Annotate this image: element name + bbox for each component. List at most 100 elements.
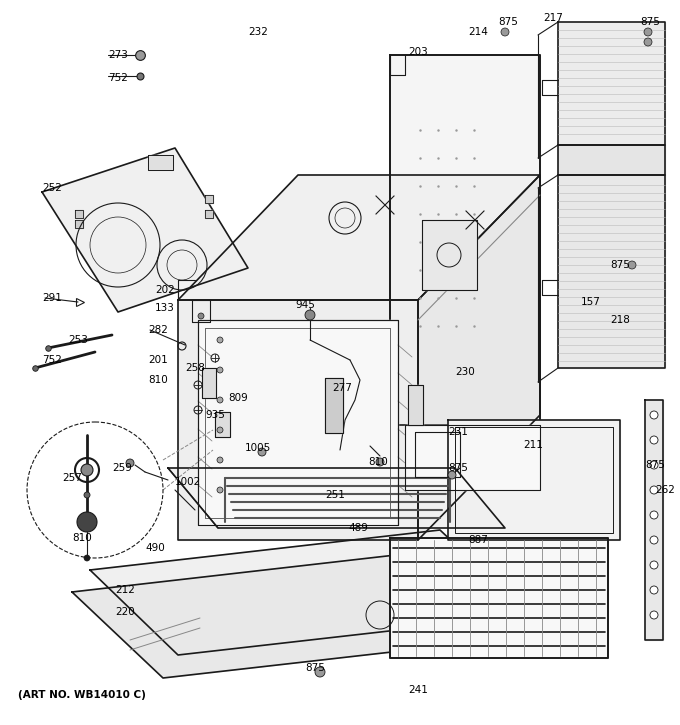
Circle shape [217, 337, 223, 343]
Circle shape [217, 397, 223, 403]
Polygon shape [448, 420, 620, 540]
Text: 887: 887 [468, 535, 488, 545]
Text: (ART NO. WB14010 C): (ART NO. WB14010 C) [18, 690, 146, 700]
Polygon shape [558, 22, 665, 145]
Text: 262: 262 [655, 485, 675, 495]
Text: 875: 875 [305, 663, 325, 673]
Text: 217: 217 [543, 13, 563, 23]
Polygon shape [405, 425, 540, 490]
Circle shape [315, 667, 325, 677]
Text: 752: 752 [108, 73, 128, 83]
Text: 875: 875 [610, 260, 630, 270]
Text: 252: 252 [42, 183, 62, 193]
Circle shape [376, 458, 384, 466]
Circle shape [628, 261, 636, 269]
Text: 257: 257 [62, 473, 82, 483]
Polygon shape [42, 148, 248, 312]
Circle shape [126, 459, 134, 467]
Text: 231: 231 [448, 427, 468, 437]
Polygon shape [90, 530, 530, 655]
Text: 157: 157 [581, 297, 601, 307]
Circle shape [650, 411, 658, 419]
Circle shape [650, 486, 658, 494]
Polygon shape [645, 400, 663, 640]
Circle shape [650, 436, 658, 444]
Polygon shape [205, 195, 213, 203]
Text: 875: 875 [448, 463, 468, 473]
Polygon shape [178, 175, 540, 300]
Circle shape [448, 471, 456, 479]
Polygon shape [178, 300, 418, 540]
Polygon shape [75, 210, 83, 218]
Circle shape [258, 448, 266, 456]
Text: 212: 212 [115, 585, 135, 595]
Text: 490: 490 [145, 543, 165, 553]
Circle shape [305, 310, 315, 320]
Text: 201: 201 [148, 355, 168, 365]
Text: 258: 258 [185, 363, 205, 373]
Circle shape [217, 457, 223, 463]
Circle shape [650, 536, 658, 544]
Polygon shape [75, 220, 83, 228]
Text: 251: 251 [325, 490, 345, 500]
Text: 935: 935 [205, 410, 225, 420]
Circle shape [650, 461, 658, 469]
Circle shape [644, 28, 652, 36]
Text: 259: 259 [112, 463, 132, 473]
Text: 489: 489 [348, 523, 368, 533]
Text: 214: 214 [468, 27, 488, 37]
Text: 218: 218 [610, 315, 630, 325]
Text: 810: 810 [368, 457, 388, 467]
Text: 232: 232 [248, 27, 268, 37]
Circle shape [650, 511, 658, 519]
Polygon shape [215, 412, 230, 437]
Text: 810: 810 [72, 533, 92, 543]
Circle shape [198, 313, 204, 319]
Text: 133: 133 [155, 303, 175, 313]
Circle shape [84, 555, 90, 561]
Text: 875: 875 [640, 17, 660, 27]
Circle shape [77, 512, 97, 532]
Text: 202: 202 [155, 285, 175, 295]
Polygon shape [390, 55, 540, 425]
Text: 1002: 1002 [175, 477, 201, 487]
Polygon shape [418, 175, 540, 540]
Text: 220: 220 [115, 607, 135, 617]
Circle shape [650, 561, 658, 569]
Text: 945: 945 [295, 300, 315, 310]
Polygon shape [422, 220, 477, 290]
Text: 273: 273 [108, 50, 128, 60]
Circle shape [84, 492, 90, 498]
Text: 809: 809 [228, 393, 248, 403]
Polygon shape [168, 468, 505, 528]
Circle shape [650, 586, 658, 594]
Text: 241: 241 [408, 685, 428, 695]
Text: 203: 203 [408, 47, 428, 57]
Circle shape [501, 28, 509, 36]
Circle shape [217, 367, 223, 373]
Polygon shape [390, 538, 608, 658]
Polygon shape [72, 552, 515, 678]
Polygon shape [325, 378, 343, 433]
Circle shape [217, 487, 223, 493]
Text: 291: 291 [42, 293, 62, 303]
Circle shape [644, 38, 652, 46]
Text: 230: 230 [455, 367, 475, 377]
Text: 752: 752 [42, 355, 62, 365]
Text: 810: 810 [148, 375, 168, 385]
Polygon shape [198, 320, 398, 525]
Text: 277: 277 [332, 383, 352, 393]
Text: 1005: 1005 [245, 443, 271, 453]
Circle shape [650, 611, 658, 619]
Text: 875: 875 [645, 460, 665, 470]
Text: 211: 211 [523, 440, 543, 450]
Polygon shape [202, 368, 216, 398]
Text: 253: 253 [68, 335, 88, 345]
Polygon shape [408, 385, 423, 425]
Text: 875: 875 [498, 17, 518, 27]
Polygon shape [558, 175, 665, 368]
Circle shape [217, 427, 223, 433]
Polygon shape [148, 155, 173, 170]
Circle shape [81, 464, 93, 476]
Text: 282: 282 [148, 325, 168, 335]
